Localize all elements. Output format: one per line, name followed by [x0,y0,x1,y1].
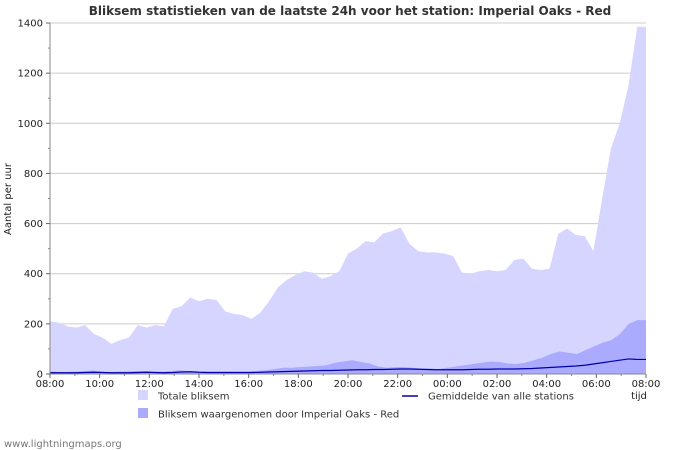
y-tick-label: 0 [37,370,43,381]
chart-title: Bliksem statistieken van de laatste 24h … [89,4,611,18]
legend-swatch [138,408,148,418]
y-tick-label: 600 [24,219,43,230]
x-tick-labels: 08:00 10:00 12:00 14:00 16:00 18:00 20:00 22:00… [36,379,661,390]
legend-label: Bliksem waargenomen door Imperial Oaks -… [158,410,399,421]
legend-item: Gemiddelde van alle stations [402,392,574,403]
legend: Totale bliksem Bliksem waargenomen door I… [138,390,574,421]
legend-swatch [138,390,148,400]
x-tick-label: 14:00 [185,379,214,390]
axes [46,22,647,378]
x-tick-label: 20:00 [334,379,363,390]
y-tick-label: 1400 [18,19,43,30]
x-tick-label: 18:00 [284,379,313,390]
legend-label: Gemiddelde van alle stations [428,392,574,403]
legend-item: Bliksem waargenomen door Imperial Oaks -… [138,408,399,421]
series-line-average [50,358,646,374]
series-area-station [50,320,646,374]
legend-label: Totale bliksem [157,392,229,403]
y-tick-label: 800 [24,169,43,180]
y-tick-label: 1000 [18,119,43,130]
series-layer [50,26,646,374]
x-tick-label: 02:00 [483,379,512,390]
x-tick-label: 04:00 [532,379,561,390]
x-axis-label: tijd [631,391,647,402]
x-tick-label: 12:00 [135,379,164,390]
y-tick-label: 400 [24,269,43,280]
watermark: www.lightningmaps.org [4,439,122,450]
x-tick-label: 08:00 [36,379,65,390]
x-tick-label: 16:00 [234,379,263,390]
x-tick-label: 08:00 [632,379,661,390]
y-tick-labels: 0 200 400 600 800 1000 1200 1400 [18,19,43,381]
series-area-total [50,26,646,374]
x-tick-label: 06:00 [582,379,611,390]
y-axis-label: Aantal per uur [3,162,14,235]
y-tick-label: 1200 [18,69,43,80]
y-tick-label: 200 [24,319,43,330]
legend-item: Totale bliksem [138,390,229,403]
x-tick-label: 00:00 [433,379,462,390]
x-tick-label: 22:00 [383,379,412,390]
x-tick-label: 10:00 [85,379,114,390]
